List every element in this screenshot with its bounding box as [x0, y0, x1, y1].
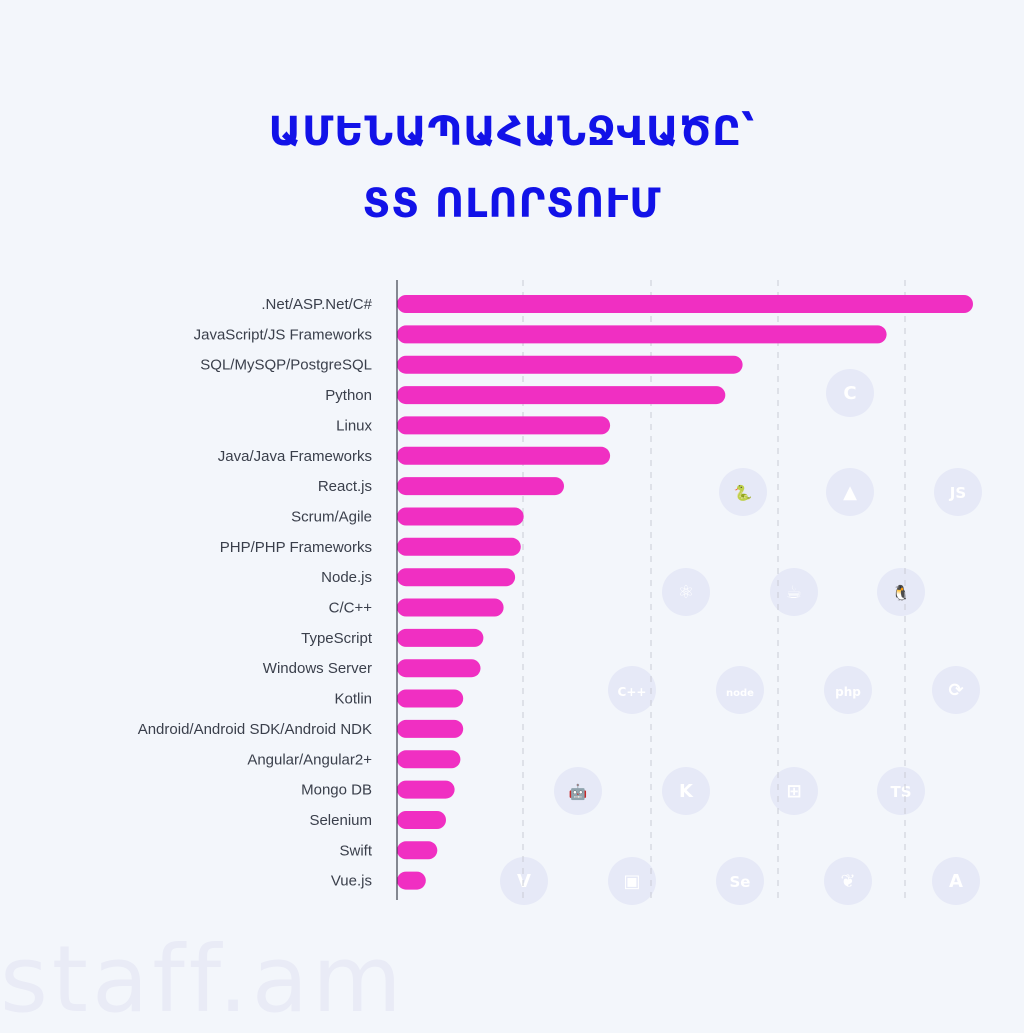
svg-text:JS: JS: [949, 484, 966, 502]
c-logo-icon: C: [826, 369, 874, 417]
bar-1: [397, 295, 973, 313]
android-logo-icon: 🤖: [554, 767, 602, 815]
category-label-13: Windows Server: [263, 660, 372, 677]
svg-text:TS: TS: [890, 783, 911, 801]
bars: [397, 295, 973, 890]
svg-text:❦: ❦: [840, 871, 855, 892]
svg-text:🐍: 🐍: [734, 484, 753, 502]
bar-12: [397, 628, 484, 647]
selenium-logo-icon: Se: [716, 857, 764, 905]
svg-text:⚛: ⚛: [678, 582, 694, 603]
category-label-5: Linux: [336, 417, 372, 434]
category-label-14: Kotlin: [334, 691, 372, 708]
bar-13: [397, 659, 481, 678]
svg-text:K: K: [679, 781, 694, 802]
angular-logo-icon: A: [932, 857, 980, 905]
category-label-17: Mongo DB: [301, 782, 372, 799]
category-labels: .Net/ASP.Net/C# JavaScript/JS Frameworks S…: [138, 296, 373, 890]
category-label-7: React.js: [318, 478, 372, 495]
node-logo-icon: node: [716, 666, 764, 714]
category-label-3: SQL/MySQP/PostgreSQL: [200, 357, 372, 374]
python-logo-icon: 🐍: [719, 468, 767, 516]
svg-text:▣: ▣: [623, 871, 640, 892]
decor-icon-layer: C 🐍 ▲ JS ⚛ ☕ 🐧 C++ node php ⟳ 🤖 K ⊞ TS V ▣ Se ❦ A: [500, 369, 982, 905]
category-label-19: Swift: [339, 842, 372, 859]
scrum-logo-icon: ⟳: [932, 666, 980, 714]
bar-4: [397, 386, 726, 405]
bar-16: [397, 750, 461, 769]
kotlin-logo-icon: K: [662, 767, 710, 815]
bar-18: [397, 811, 446, 829]
category-label-9: PHP/PHP Frameworks: [220, 539, 372, 556]
category-label-16: Angular/Angular2+: [247, 751, 372, 768]
category-label-8: Scrum/Agile: [291, 509, 372, 526]
svg-text:⊞: ⊞: [786, 781, 801, 802]
category-label-2: JavaScript/JS Frameworks: [194, 326, 372, 343]
bar-7: [397, 477, 564, 496]
svg-text:C++: C++: [618, 685, 647, 699]
bar-8: [397, 507, 524, 526]
typescript-logo-icon: TS: [877, 767, 925, 815]
category-label-10: Node.js: [321, 569, 372, 586]
svg-text:🤖: 🤖: [569, 783, 588, 801]
linux-logo-icon: 🐧: [877, 568, 925, 616]
android-studio-logo-icon: ▣: [608, 857, 656, 905]
svg-text:Se: Se: [730, 873, 751, 891]
category-label-12: TypeScript: [301, 630, 373, 647]
react-logo-icon: ⚛: [662, 568, 710, 616]
category-label-18: Selenium: [309, 812, 372, 829]
svg-text:C: C: [843, 383, 856, 404]
bar-11: [397, 598, 504, 617]
svg-text:☕: ☕: [786, 582, 802, 603]
svg-text:A: A: [949, 871, 963, 892]
bar-6: [397, 446, 611, 465]
watermark-logo: staff.am: [0, 926, 406, 1033]
js-logo-icon: JS: [934, 468, 982, 516]
svg-text:V: V: [517, 871, 531, 892]
bar-5: [397, 416, 611, 435]
windows-logo-icon: ⊞: [770, 767, 818, 815]
category-label-6: Java/Java Frameworks: [218, 448, 372, 465]
vue-logo-icon: V: [500, 857, 548, 905]
svg-text:▲: ▲: [843, 482, 857, 503]
category-label-11: C/C++: [329, 600, 373, 617]
bar-2: [397, 325, 887, 344]
bar-15: [397, 719, 464, 738]
bar-19: [397, 841, 438, 860]
gridlines: [522, 280, 906, 900]
bar-17: [397, 780, 455, 799]
category-label-20: Vue.js: [331, 873, 372, 890]
mongodb-logo-icon: ❦: [824, 857, 872, 905]
php-logo-icon: php: [824, 666, 872, 714]
cpp-logo-icon: C++: [608, 666, 656, 714]
category-label-15: Android/Android SDK/Android NDK: [138, 721, 372, 738]
bar-14: [397, 689, 464, 708]
svg-text:🐧: 🐧: [892, 584, 911, 602]
bar-3: [397, 355, 743, 374]
bar-20: [397, 871, 426, 890]
swift-logo-icon: ▲: [826, 468, 874, 516]
bar-9: [397, 537, 521, 556]
java-logo-icon: ☕: [770, 568, 818, 616]
chart-title-line-2: ՏՏ ՈԼՈՐՏՈՒՄ: [362, 181, 662, 227]
chart-title-line-1: ԱՄԵՆԱՊԱՀԱՆՋՎԱԾԸ՝: [268, 109, 756, 155]
category-label-1: .Net/ASP.Net/C#: [261, 296, 372, 313]
svg-text:php: php: [835, 685, 861, 699]
bar-10: [397, 568, 516, 587]
svg-text:node: node: [726, 688, 754, 699]
category-label-4: Python: [325, 387, 372, 404]
svg-text:⟳: ⟳: [948, 680, 963, 701]
